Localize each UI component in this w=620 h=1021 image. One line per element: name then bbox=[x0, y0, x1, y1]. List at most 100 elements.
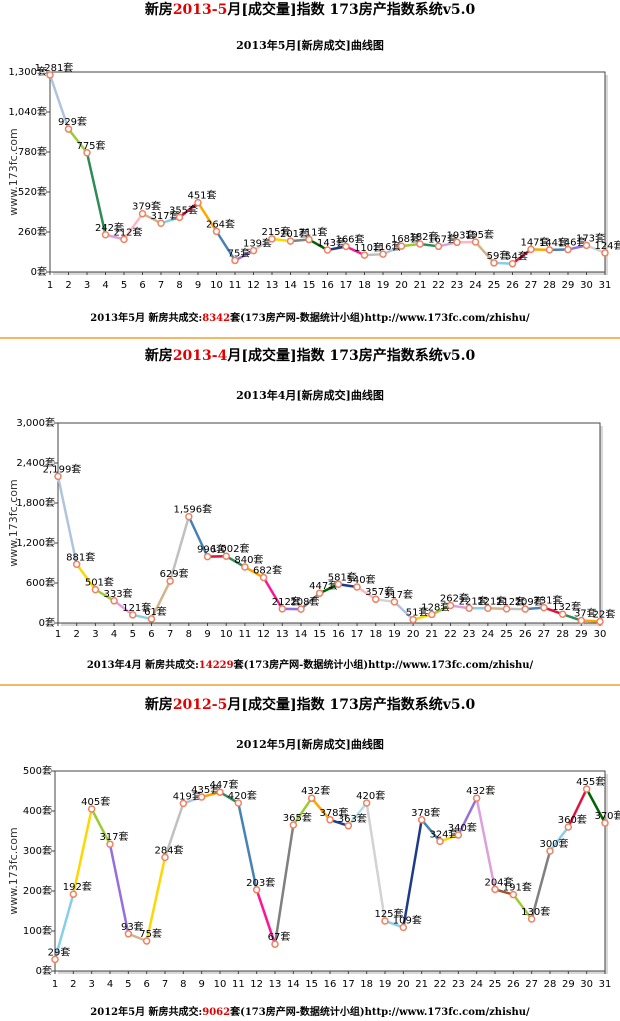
data-point bbox=[185, 512, 193, 521]
y-tick-label: 0套 bbox=[31, 265, 47, 278]
y-tick-label: 0套 bbox=[36, 964, 52, 977]
data-point bbox=[323, 246, 332, 254]
x-tick-label: 24 bbox=[481, 629, 494, 640]
data-point bbox=[601, 819, 609, 827]
line-segment bbox=[163, 802, 185, 858]
section-footer: 2013年4月 新房共成交:14229套(173房产网-数据统计小组)http:… bbox=[87, 658, 534, 671]
data-point bbox=[46, 71, 54, 79]
value-label: 284套 bbox=[154, 843, 183, 856]
x-tick-label: 28 bbox=[544, 979, 557, 990]
value-label: 929套 bbox=[58, 115, 87, 128]
line-segment bbox=[145, 857, 167, 942]
section-footer-prefix: 2013年4月 新房共成交: bbox=[87, 658, 199, 671]
value-label: 195套 bbox=[465, 228, 494, 241]
data-point bbox=[564, 245, 572, 254]
value-label: 67套 bbox=[268, 930, 291, 943]
y-tick-label: 3,000套 bbox=[16, 416, 55, 429]
chart-title: 2012年5月[新房成交]曲线图 bbox=[236, 737, 384, 751]
value-label: 166套 bbox=[335, 232, 364, 245]
value-label: 139套 bbox=[243, 237, 272, 250]
data-point bbox=[157, 219, 165, 227]
line-segment bbox=[237, 802, 258, 891]
data-point bbox=[344, 822, 353, 830]
x-tick-label: 26 bbox=[519, 629, 532, 640]
x-tick-label: 4 bbox=[107, 979, 113, 990]
x-tick-label: 31 bbox=[599, 979, 612, 990]
x-tick-label: 21 bbox=[414, 280, 427, 291]
value-label: 221套 bbox=[477, 594, 506, 607]
x-tick-label: 4 bbox=[111, 629, 117, 640]
data-point bbox=[484, 604, 492, 613]
data-point bbox=[129, 611, 137, 619]
value-label: 262套 bbox=[440, 592, 469, 605]
value-label: 333套 bbox=[104, 587, 133, 600]
x-tick-label: 13 bbox=[269, 979, 282, 990]
line-segment bbox=[347, 802, 368, 827]
section-footer-highlight: 9062 bbox=[202, 1007, 230, 1018]
line-segment bbox=[48, 74, 70, 130]
section-header-suffix: 月[成交量]指数 173房产指数系统v5.0 bbox=[226, 1, 475, 18]
x-tick-label: 16 bbox=[332, 629, 345, 640]
x-tick-label: 10 bbox=[210, 280, 223, 291]
line-segment bbox=[310, 797, 331, 821]
value-label: 840套 bbox=[234, 553, 263, 566]
value-label: 435套 bbox=[191, 783, 220, 796]
plot-area bbox=[49, 71, 606, 273]
value-label: 143套 bbox=[317, 236, 346, 249]
data-point bbox=[54, 472, 62, 481]
line-segment bbox=[67, 128, 88, 154]
data-point bbox=[120, 235, 128, 244]
data-point bbox=[362, 799, 371, 807]
value-label: 455套 bbox=[576, 775, 605, 788]
data-point bbox=[564, 823, 573, 831]
value-label: 132套 bbox=[552, 600, 581, 613]
x-tick-label: 17 bbox=[351, 629, 364, 640]
data-point bbox=[446, 601, 455, 610]
data-point bbox=[545, 246, 554, 254]
data-point bbox=[527, 915, 536, 923]
value-label: 2,199套 bbox=[43, 462, 82, 475]
x-tick-label: 16 bbox=[324, 979, 337, 990]
value-label: 192套 bbox=[63, 880, 92, 893]
value-label: 59套 bbox=[487, 249, 510, 262]
data-point bbox=[69, 890, 78, 898]
data-point bbox=[106, 840, 114, 848]
x-tick-label: 8 bbox=[186, 629, 192, 640]
value-label: 451套 bbox=[187, 189, 216, 202]
value-label: 365套 bbox=[283, 811, 312, 824]
line-segment bbox=[168, 516, 191, 582]
section-header-highlight: 2012-5 bbox=[173, 697, 228, 713]
x-tick-label: 1 bbox=[55, 629, 61, 640]
data-point bbox=[502, 605, 511, 613]
value-label: 93套 bbox=[121, 920, 144, 933]
data-point bbox=[241, 563, 249, 571]
data-point bbox=[289, 821, 298, 829]
data-point bbox=[342, 242, 350, 251]
data-point bbox=[64, 125, 73, 133]
value-label: 144套 bbox=[539, 236, 568, 249]
value-label: 996套 bbox=[197, 543, 226, 556]
data-point bbox=[521, 605, 529, 613]
x-tick-label: 17 bbox=[342, 979, 355, 990]
value-label: 405套 bbox=[81, 795, 110, 808]
x-tick-label: 11 bbox=[239, 629, 252, 640]
x-tick-label: 26 bbox=[506, 280, 519, 291]
line-segment bbox=[402, 819, 423, 928]
data-point bbox=[353, 583, 361, 591]
x-tick-label: 5 bbox=[125, 979, 131, 990]
section-footer-highlight: 14229 bbox=[199, 660, 234, 671]
x-tick-label: 7 bbox=[167, 629, 173, 640]
data-point bbox=[577, 616, 586, 625]
y-tick-label: 1,040套 bbox=[8, 105, 47, 118]
section-header: 新房2013-4月[成交量]指数 173房产指数系统v5.0 bbox=[145, 347, 476, 364]
value-label: 110套 bbox=[354, 241, 383, 254]
section-footer-prefix: 2013年5月 新房共成交: bbox=[90, 311, 202, 324]
data-point bbox=[231, 256, 239, 265]
data-point bbox=[138, 209, 147, 218]
value-label: 212套 bbox=[113, 225, 142, 238]
value-label: 147套 bbox=[520, 235, 549, 248]
value-label: 201套 bbox=[280, 227, 309, 240]
value-label: 125套 bbox=[374, 907, 403, 920]
data-point bbox=[381, 917, 389, 925]
